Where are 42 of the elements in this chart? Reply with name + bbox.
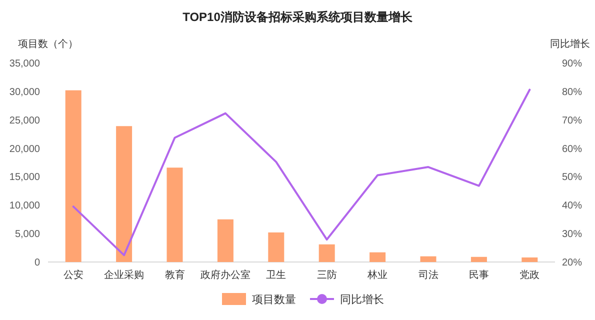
bar <box>318 244 335 262</box>
x-tick-label: 企业采购 <box>104 269 144 281</box>
y-tick-label: 25,000 <box>9 115 40 126</box>
y2-tick-label: 90% <box>562 58 582 70</box>
y-tick-label: 35,000 <box>9 58 40 70</box>
bar <box>522 257 538 262</box>
y-tick-label: 0 <box>34 258 40 268</box>
x-tick-label: 民事 <box>468 269 489 281</box>
x-tick-label: 三防 <box>316 269 337 281</box>
y2-tick-label: 40% <box>562 200 582 212</box>
y2-tick-label: 80% <box>562 86 582 98</box>
y2-tick-label: 30% <box>562 229 582 240</box>
chart-title: TOP10消防设备招标采购系统项目数量增长 <box>182 10 414 24</box>
legend-label: 同比增长 <box>340 293 384 306</box>
bar <box>268 232 284 262</box>
bar <box>65 90 82 262</box>
y-tick-label: 10,000 <box>9 200 40 212</box>
bar <box>116 126 132 262</box>
bar <box>217 219 234 262</box>
x-tick-label: 教育 <box>164 269 185 281</box>
y-tick-label: 30,000 <box>9 86 40 98</box>
line-series <box>72 88 531 256</box>
y-tick-label: 20,000 <box>9 144 40 155</box>
y-tick-label: 15,000 <box>9 172 40 184</box>
y2-axis-title: 同比增长 <box>550 38 590 50</box>
legend-label: 项目数量 <box>252 294 296 306</box>
y-tick-label: 5,000 <box>14 229 40 240</box>
x-tick-label: 政府办公室 <box>200 269 250 281</box>
bar <box>370 252 386 262</box>
y2-tick-label: 70% <box>562 115 582 126</box>
y2-tick-label: 20% <box>562 258 582 268</box>
x-tick-label: 公安 <box>63 269 84 281</box>
bar <box>420 256 436 262</box>
x-tick-label: 司法 <box>418 269 438 281</box>
y2-tick-label: 50% <box>562 172 582 184</box>
y2-tick-label: 60% <box>562 144 582 155</box>
y-axis-title: 项目数（个） <box>18 38 78 50</box>
bar <box>470 256 487 262</box>
x-tick-label: 卫生 <box>266 269 286 281</box>
x-tick-label: 林业 <box>366 269 388 281</box>
bar <box>166 168 183 262</box>
x-tick-label: 党政 <box>520 269 540 281</box>
